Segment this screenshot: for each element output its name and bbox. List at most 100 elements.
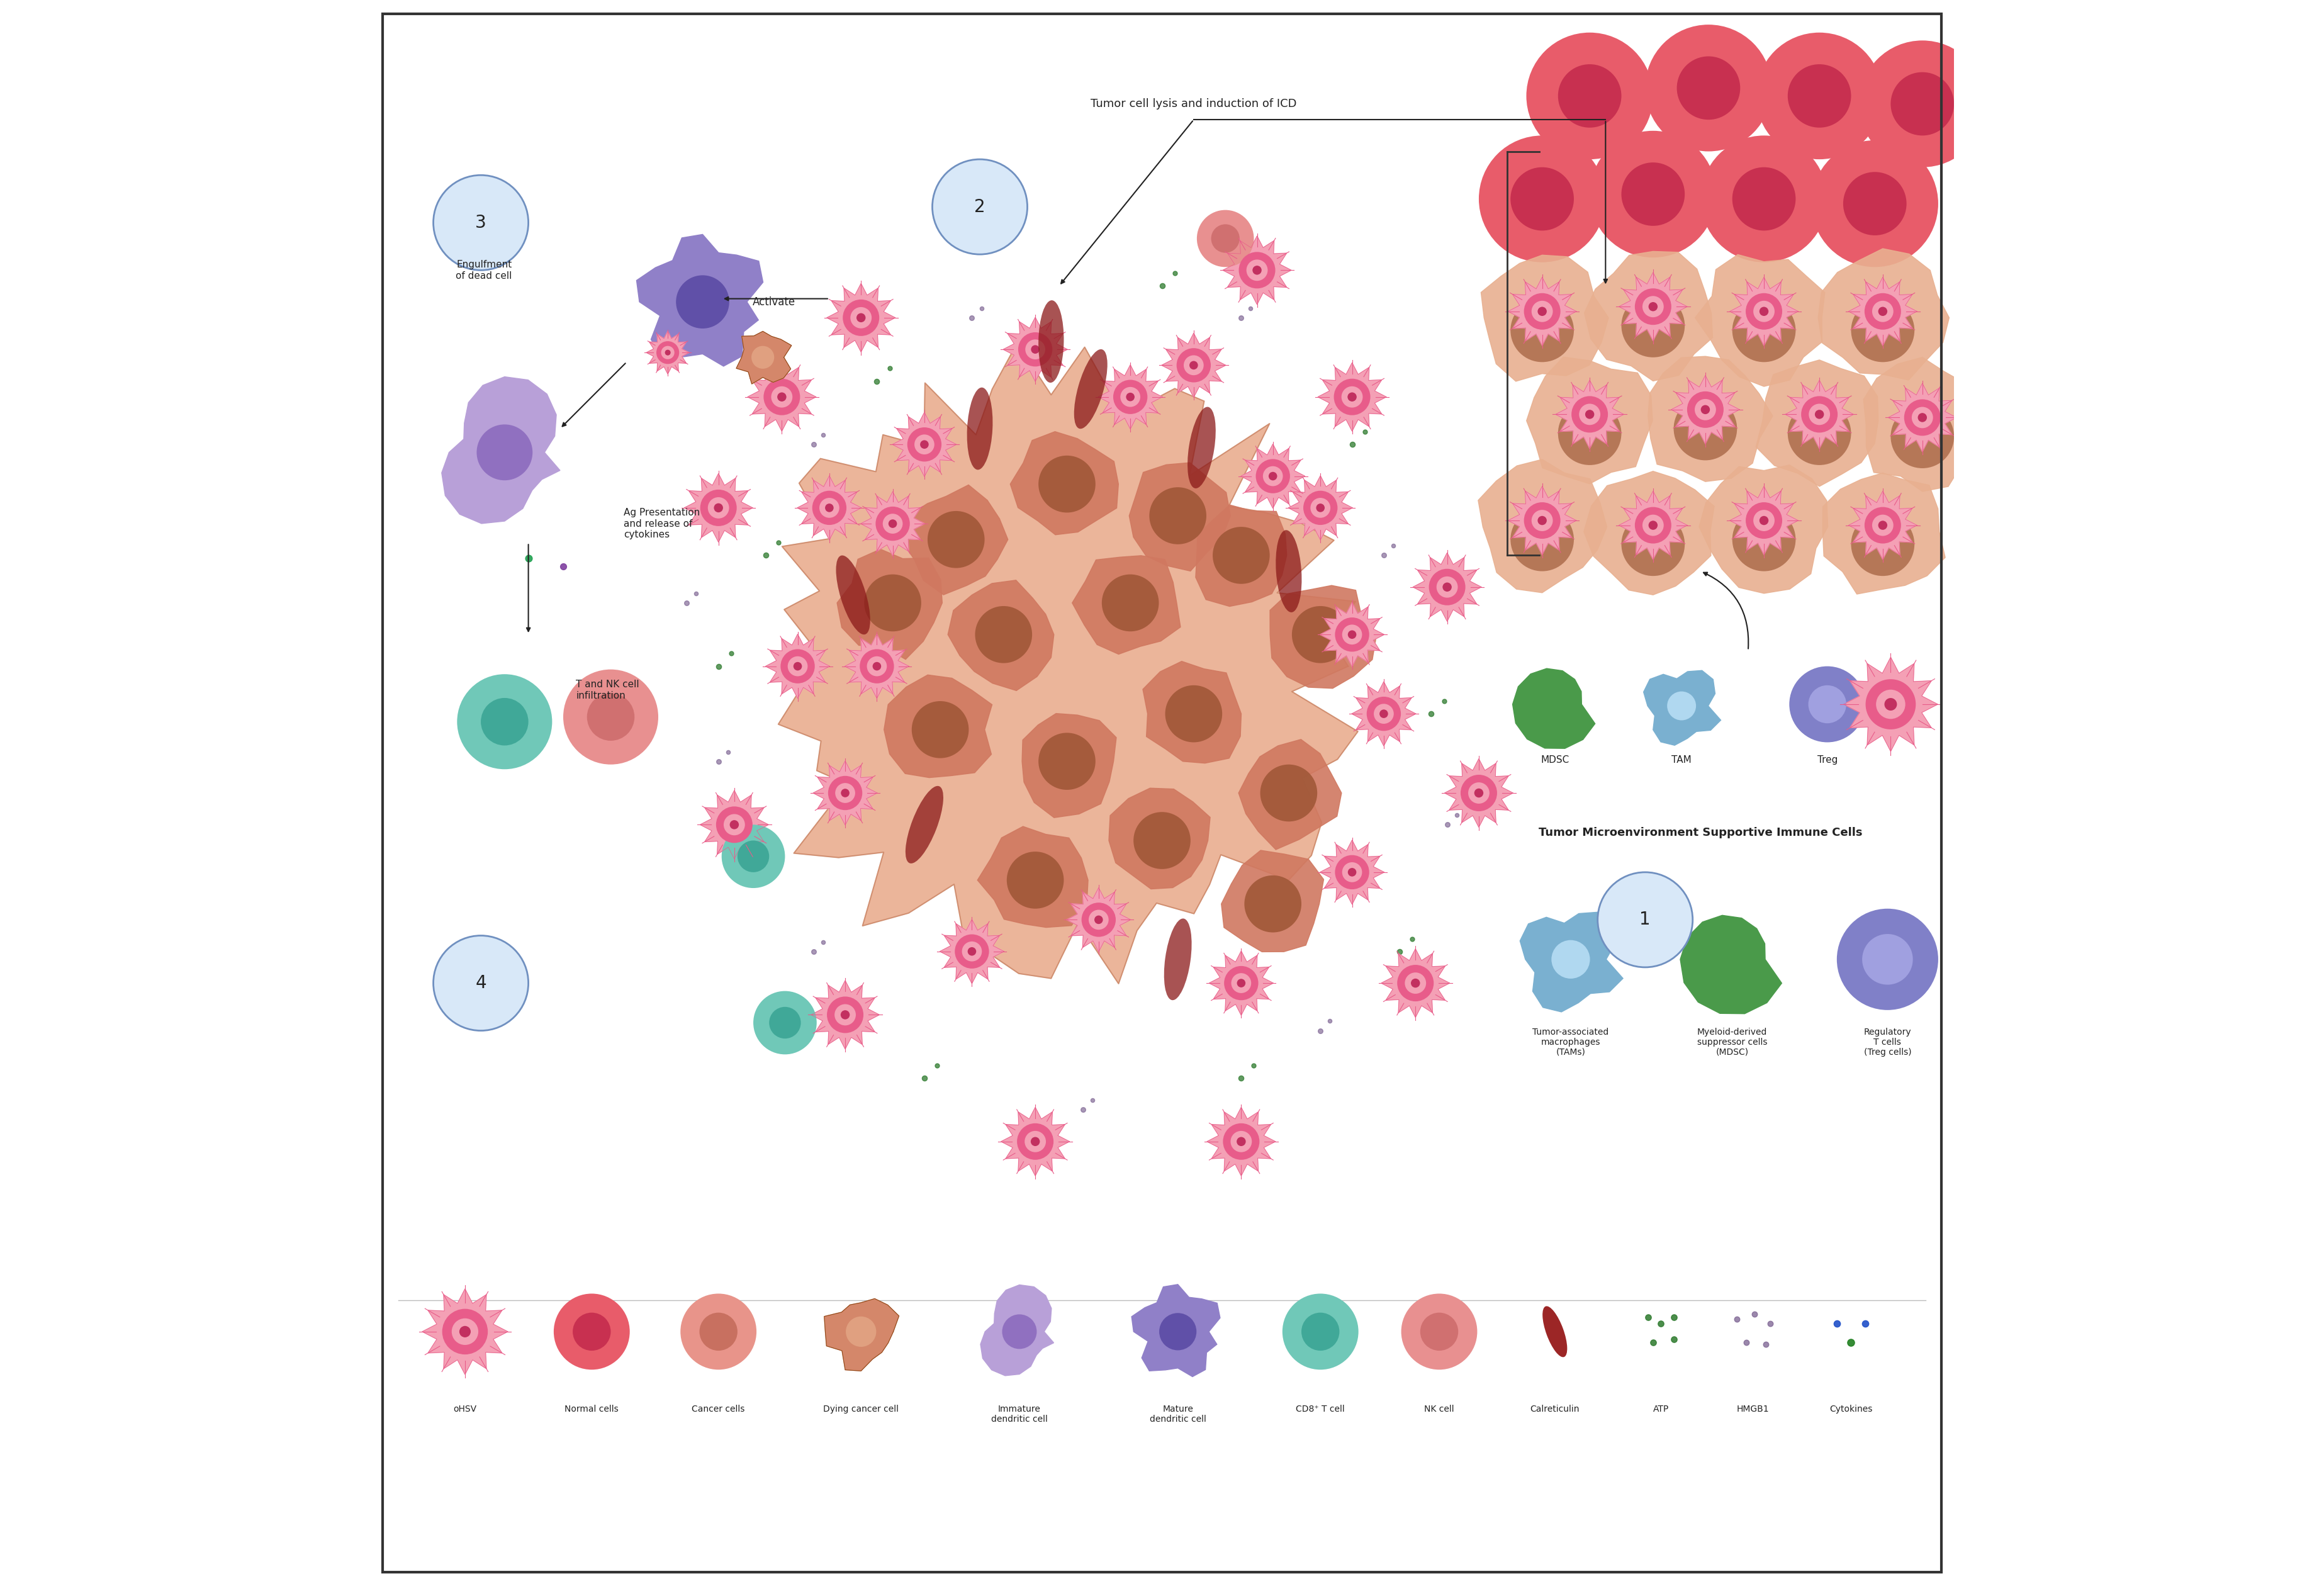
Circle shape (1197, 209, 1255, 266)
Point (858, 368, 895, 393)
Circle shape (1643, 514, 1664, 536)
Point (1222, 305, 1260, 330)
Point (669, 590, 706, 615)
Circle shape (1343, 863, 1362, 882)
Circle shape (1436, 576, 1457, 598)
Text: Calreticulin: Calreticulin (1529, 1405, 1580, 1413)
Circle shape (1002, 1315, 1037, 1350)
Circle shape (827, 996, 865, 1032)
Circle shape (753, 991, 816, 1055)
Circle shape (867, 657, 888, 676)
Circle shape (820, 498, 839, 517)
Circle shape (432, 936, 528, 1031)
Circle shape (1127, 393, 1134, 401)
Point (1817, 1312, 1855, 1337)
Circle shape (841, 1010, 851, 1020)
Circle shape (955, 934, 990, 969)
Point (1752, 1312, 1789, 1337)
Circle shape (1634, 508, 1671, 544)
Circle shape (1081, 902, 1116, 937)
Point (1334, 431, 1371, 457)
Circle shape (1852, 298, 1915, 362)
Circle shape (1032, 346, 1039, 354)
Polygon shape (637, 235, 762, 366)
Circle shape (1232, 974, 1250, 993)
Polygon shape (1620, 273, 1687, 341)
Text: Cancer cells: Cancer cells (693, 1405, 746, 1413)
Polygon shape (1585, 252, 1713, 381)
Circle shape (1752, 301, 1776, 322)
Point (544, 554, 581, 579)
Circle shape (1211, 224, 1239, 252)
Point (1074, 1088, 1111, 1113)
Polygon shape (1478, 460, 1606, 593)
Text: Engulfment
of dead cell: Engulfment of dead cell (456, 260, 511, 281)
Polygon shape (1508, 487, 1576, 555)
Text: Normal cells: Normal cells (565, 1405, 618, 1413)
Point (709, 739, 746, 764)
Circle shape (1018, 1123, 1053, 1159)
Polygon shape (1099, 365, 1162, 430)
Polygon shape (1643, 671, 1720, 745)
Polygon shape (1011, 431, 1118, 534)
Circle shape (1478, 135, 1606, 262)
Point (1634, 1331, 1671, 1356)
Point (1717, 1307, 1755, 1332)
Circle shape (1885, 698, 1896, 711)
Circle shape (825, 504, 834, 512)
Polygon shape (1680, 915, 1783, 1013)
Circle shape (1269, 473, 1278, 481)
Circle shape (1232, 1131, 1253, 1151)
Circle shape (1527, 33, 1652, 159)
Circle shape (1892, 404, 1954, 468)
Circle shape (1864, 508, 1901, 544)
Circle shape (1404, 972, 1427, 994)
Circle shape (1469, 782, 1490, 804)
Circle shape (1025, 339, 1046, 360)
Polygon shape (1520, 912, 1622, 1012)
Polygon shape (1222, 236, 1292, 305)
Point (760, 847, 797, 872)
Point (906, 1066, 944, 1091)
Circle shape (1648, 301, 1657, 311)
Point (804, 422, 841, 447)
Polygon shape (1318, 363, 1387, 431)
Circle shape (888, 519, 897, 528)
Point (872, 355, 909, 381)
Circle shape (1745, 293, 1783, 330)
Point (804, 929, 841, 955)
Circle shape (676, 276, 730, 328)
Point (1143, 273, 1181, 298)
Circle shape (1578, 404, 1601, 425)
Circle shape (811, 490, 846, 525)
Point (1232, 295, 1269, 320)
Polygon shape (797, 476, 862, 539)
Circle shape (737, 841, 769, 872)
Circle shape (481, 698, 528, 745)
Polygon shape (1109, 788, 1211, 890)
Point (1394, 926, 1432, 952)
Polygon shape (1320, 603, 1385, 666)
Text: ATP: ATP (1652, 1405, 1669, 1413)
Polygon shape (646, 331, 690, 374)
Circle shape (1088, 910, 1109, 929)
Text: Tumor-associated
macrophages
(TAMs): Tumor-associated macrophages (TAMs) (1532, 1028, 1608, 1056)
Circle shape (1311, 498, 1329, 517)
Point (795, 431, 832, 457)
Circle shape (1304, 490, 1339, 525)
Circle shape (1183, 355, 1204, 376)
Circle shape (681, 1294, 758, 1370)
Text: 1: 1 (1641, 910, 1650, 928)
Circle shape (1815, 409, 1824, 419)
Circle shape (1701, 404, 1710, 414)
Circle shape (1645, 25, 1771, 151)
Polygon shape (1143, 661, 1241, 763)
Polygon shape (1848, 278, 1917, 346)
Polygon shape (1195, 504, 1287, 606)
Circle shape (1666, 691, 1697, 720)
Circle shape (927, 511, 985, 568)
Point (760, 530, 797, 555)
Circle shape (1039, 733, 1095, 790)
Circle shape (1511, 298, 1573, 362)
Circle shape (1532, 509, 1552, 531)
